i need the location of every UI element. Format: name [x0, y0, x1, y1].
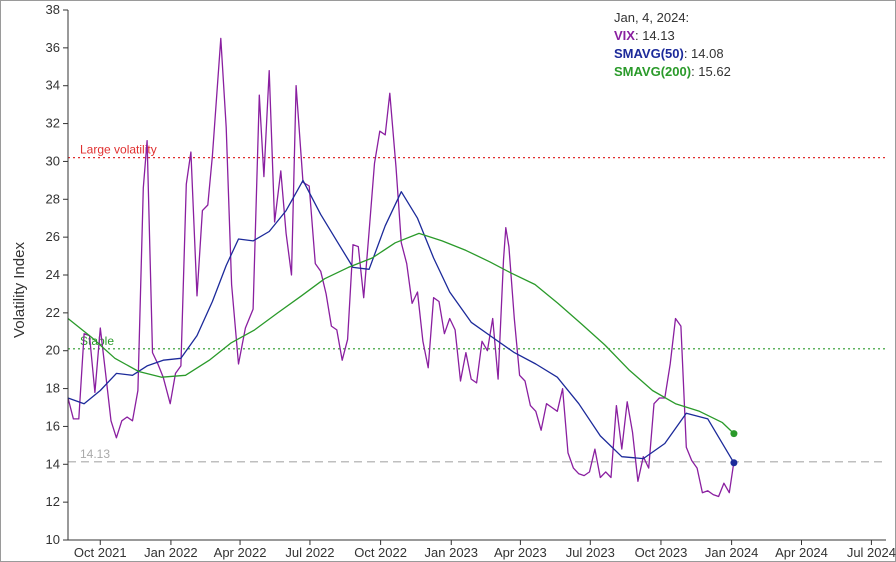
x-tick-label: Apr 2022	[214, 545, 267, 560]
x-tick-label: Apr 2024	[775, 545, 828, 560]
y-tick-label: 24	[46, 267, 60, 282]
x-tick-label: Apr 2023	[494, 545, 547, 560]
y-tick-label: 12	[46, 494, 60, 509]
x-tick-label: Jul 2024	[847, 545, 896, 560]
y-tick-label: 34	[46, 78, 60, 93]
tooltip-entry: VIX: 14.13	[614, 28, 675, 43]
series-lines	[67, 37, 738, 498]
series-line-smavg-50	[67, 179, 735, 464]
y-tick-label: 20	[46, 343, 60, 358]
series-endpoint-marker[interactable]	[730, 430, 738, 438]
y-tick-label: 22	[46, 305, 60, 320]
series-line-vix	[67, 37, 735, 498]
y-tick-label: 16	[46, 418, 60, 433]
y-tick-label: 38	[46, 2, 60, 17]
tooltip-legend: Jan, 4, 2024: VIX: 14.13 SMAVG(50): 14.08…	[614, 10, 731, 79]
reference-label: Stable	[80, 334, 114, 348]
x-tick-label: Jul 2022	[285, 545, 334, 560]
y-tick-label: 32	[46, 116, 60, 131]
y-tick-label: 14	[46, 456, 60, 471]
x-tick-label: Jul 2023	[566, 545, 615, 560]
x-tick-label: Jan 2022	[144, 545, 198, 560]
x-tick-label: Oct 2021	[74, 545, 127, 560]
reference-label: Large volatility	[80, 143, 157, 157]
tooltip-entry: SMAVG(200): 15.62	[614, 64, 731, 79]
series-endpoint-marker[interactable]	[730, 459, 738, 467]
axes: 10 12 14 16 18 20 22 24 26 28 30 32 34 36 38 Oct 2021 Ja…	[46, 2, 896, 560]
series-line-smavg-200	[67, 232, 735, 435]
tooltip-entry: SMAVG(50): 14.08	[614, 46, 724, 61]
x-tick-label: Jan 2023	[425, 545, 479, 560]
x-tick-label: Jan 2024	[705, 545, 759, 560]
x-tick-label: Oct 2022	[354, 545, 407, 560]
y-tick-label: 18	[46, 381, 60, 396]
y-tick-label: 26	[46, 229, 60, 244]
reference-label: 14.13	[80, 447, 110, 461]
y-tick-label: 28	[46, 191, 60, 206]
y-tick-label: 10	[46, 532, 60, 547]
y-tick-label: 30	[46, 153, 60, 168]
tooltip-date: Jan, 4, 2024:	[614, 10, 689, 25]
x-tick-label: Oct 2023	[635, 545, 688, 560]
reference-lines: Large volatility Stable 14.13	[68, 143, 886, 463]
y-axis-label: Volatility Index	[11, 242, 28, 338]
y-tick-label: 36	[46, 40, 60, 55]
